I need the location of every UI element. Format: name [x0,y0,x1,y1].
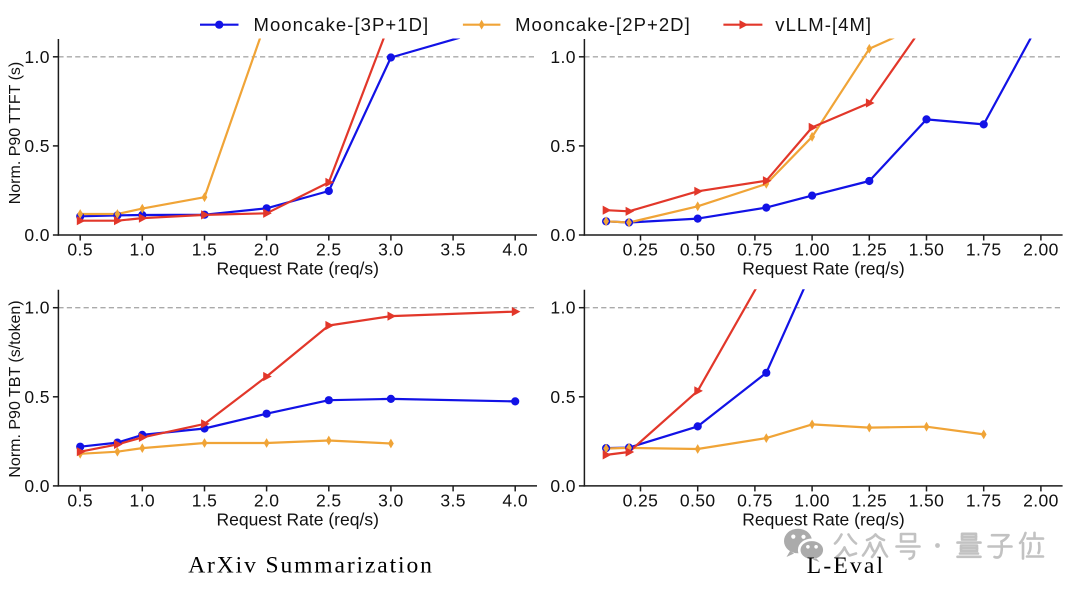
svg-text:2.0: 2.0 [254,490,280,510]
svg-text:1.75: 1.75 [966,490,1002,510]
svg-text:4.0: 4.0 [502,490,528,510]
svg-text:Request Rate (req/s): Request Rate (req/s) [742,259,904,279]
svg-text:2.0: 2.0 [254,240,280,260]
svg-text:1.0: 1.0 [24,47,50,67]
svg-text:vLLM-[4M]: vLLM-[4M] [775,14,872,35]
svg-text:0.25: 0.25 [623,240,659,260]
svg-text:3.5: 3.5 [440,240,466,260]
svg-text:0.5: 0.5 [67,240,93,260]
svg-text:1.5: 1.5 [192,490,218,510]
svg-text:0.75: 0.75 [737,240,773,260]
svg-text:3.0: 3.0 [378,490,404,510]
svg-text:0.0: 0.0 [550,476,576,496]
svg-text:1.25: 1.25 [851,490,887,510]
svg-text:Request Rate (req/s): Request Rate (req/s) [742,509,904,529]
svg-text:ArXiv Summarization: ArXiv Summarization [188,553,434,579]
svg-text:2.00: 2.00 [1023,490,1059,510]
svg-text:0.5: 0.5 [550,387,576,407]
svg-text:1.0: 1.0 [550,298,576,318]
svg-text:Mooncake-[2P+2D]: Mooncake-[2P+2D] [515,14,691,35]
svg-text:2.00: 2.00 [1023,240,1059,260]
svg-text:0.0: 0.0 [24,225,50,245]
svg-text:0.25: 0.25 [623,490,659,510]
svg-text:0.50: 0.50 [680,490,716,510]
svg-text:Norm. P90 TBT (s/token): Norm. P90 TBT (s/token) [7,300,24,477]
svg-text:0.0: 0.0 [24,476,50,496]
svg-text:1.00: 1.00 [794,490,830,510]
svg-text:L-Eval: L-Eval [807,553,885,579]
svg-text:0.0: 0.0 [550,225,576,245]
svg-text:0.50: 0.50 [680,240,716,260]
svg-text:4.0: 4.0 [502,240,528,260]
svg-text:Request Rate (req/s): Request Rate (req/s) [216,509,378,529]
svg-text:3.0: 3.0 [378,240,404,260]
svg-text:1.0: 1.0 [24,298,50,318]
svg-text:3.5: 3.5 [440,490,466,510]
svg-text:0.75: 0.75 [737,490,773,510]
svg-text:Request Rate (req/s): Request Rate (req/s) [216,259,378,279]
svg-text:1.25: 1.25 [851,240,887,260]
svg-text:1.0: 1.0 [550,47,576,67]
svg-text:0.5: 0.5 [24,387,50,407]
svg-text:1.0: 1.0 [130,490,156,510]
svg-text:0.5: 0.5 [24,136,50,156]
svg-text:2.5: 2.5 [316,240,342,260]
svg-text:1.50: 1.50 [909,240,945,260]
svg-text:0.5: 0.5 [550,136,576,156]
svg-text:2.5: 2.5 [316,490,342,510]
svg-text:1.50: 1.50 [909,490,945,510]
svg-text:Mooncake-[3P+1D]: Mooncake-[3P+1D] [254,14,430,35]
svg-text:1.00: 1.00 [794,240,830,260]
svg-text:1.0: 1.0 [130,240,156,260]
svg-text:1.5: 1.5 [192,240,218,260]
svg-text:Norm. P90 TTFT (s): Norm. P90 TTFT (s) [7,62,24,205]
svg-text:1.75: 1.75 [966,240,1002,260]
svg-text:0.5: 0.5 [67,490,93,510]
